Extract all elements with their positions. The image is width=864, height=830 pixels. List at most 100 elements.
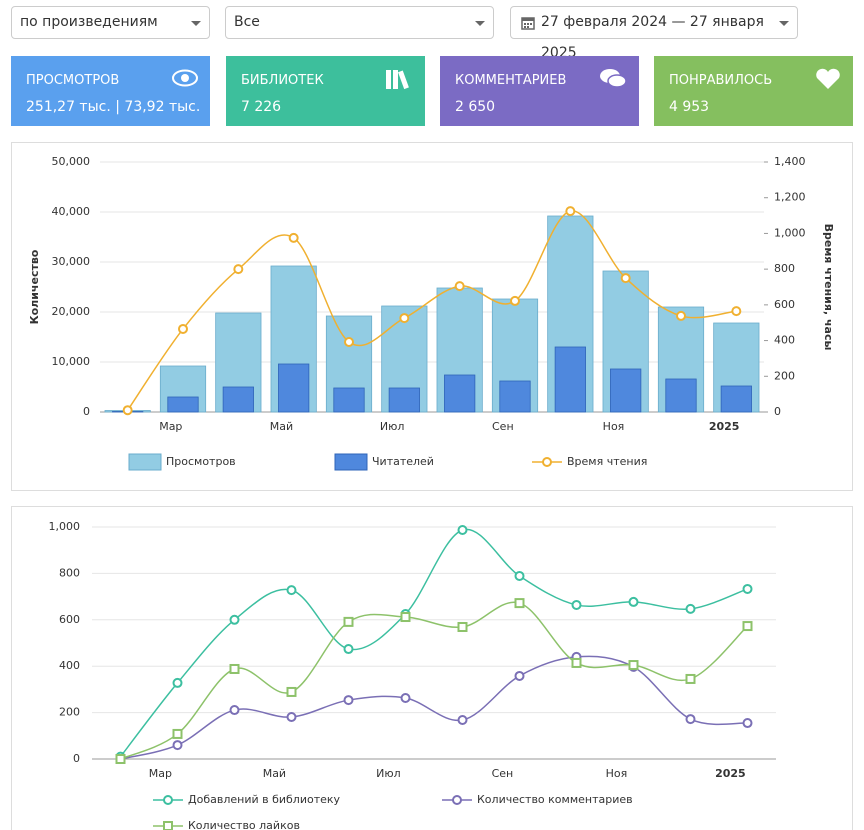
y-tick-label: 10,000 [52, 355, 91, 368]
point [229, 614, 240, 625]
legend-label: Добавлений в библиотеку [188, 793, 341, 806]
books-icon [386, 70, 409, 90]
point [400, 612, 411, 623]
stat-value: 251,27 тыс. | 73,92 тыс. [26, 99, 201, 115]
point [685, 714, 696, 725]
select-value: по произведениям [20, 14, 158, 30]
point [229, 663, 240, 674]
eye-icon [172, 69, 198, 87]
y-tick-label: 200 [59, 706, 80, 719]
point [172, 677, 183, 688]
stat-label: КОММЕНТАРИЕВ [455, 73, 567, 88]
point [514, 670, 525, 681]
scope-select[interactable]: Все [225, 6, 494, 39]
chart-panel [11, 142, 853, 491]
legend-marker [163, 821, 173, 830]
y-tick-label: 50,000 [52, 155, 91, 168]
x-tick-label: Ноя [603, 420, 625, 433]
legend-label: Количество комментариев [477, 793, 633, 806]
point [286, 585, 297, 596]
stat-value: 4 953 [669, 99, 710, 115]
x-tick-label: Июл [376, 767, 401, 780]
y-tick-label: 0 [73, 752, 80, 765]
y2-axis-title: Время чтения, часы [822, 224, 835, 351]
stat-label: БИБЛИОТЕК [241, 73, 324, 88]
select-value: Все [234, 14, 260, 30]
bar [222, 386, 254, 413]
y2-tick-label: 1,000 [774, 226, 806, 239]
legend-swatch [128, 453, 162, 471]
point [514, 570, 525, 581]
point [343, 695, 354, 706]
y-tick-label: 30,000 [52, 255, 91, 268]
point [399, 313, 410, 324]
x-tick-label: Сен [492, 767, 514, 780]
x-tick-label: Май [270, 420, 293, 433]
work-select[interactable]: по произведениям [11, 6, 210, 39]
point [172, 740, 183, 751]
x-tick-label: Мар [159, 420, 182, 433]
x-tick-label: Май [263, 767, 286, 780]
x-tick-label: Сен [492, 420, 514, 433]
y2-tick-label: 200 [774, 369, 795, 382]
point [178, 323, 188, 334]
point [742, 621, 753, 632]
stat-value: 7 226 [241, 99, 282, 115]
x-tick-label: 2025 [715, 767, 746, 780]
point [457, 525, 468, 536]
comments-icon [600, 69, 627, 88]
y2-tick-label: 800 [774, 262, 795, 275]
y2-tick-label: 600 [774, 298, 795, 311]
legend-marker [542, 457, 552, 467]
bar [665, 378, 697, 413]
bar [554, 346, 586, 413]
point [510, 295, 520, 306]
bar [610, 368, 642, 413]
bar [720, 385, 752, 413]
bar [333, 387, 365, 413]
legend-label: Читателей [372, 455, 434, 468]
date-range-picker[interactable]: 27 февраля 2024 — 27 января 2025 [510, 6, 798, 61]
y-axis-title: Количество [28, 249, 41, 324]
legend-swatch [334, 453, 368, 471]
y-tick-label: 0 [83, 405, 90, 418]
y-tick-label: 20,000 [52, 305, 91, 318]
legend-marker [163, 795, 173, 805]
bar [499, 380, 531, 413]
point [233, 264, 244, 275]
point [122, 405, 133, 416]
heart-icon [816, 68, 840, 89]
point [343, 644, 354, 655]
point [514, 598, 525, 609]
bar [444, 374, 476, 413]
y2-tick-label: 400 [774, 334, 795, 347]
y-tick-label: 40,000 [52, 205, 91, 218]
point [628, 596, 639, 607]
point [288, 232, 299, 243]
stat-card: ПРОСМОТРОВ 251,27 тыс. | 73,92 тыс. [11, 56, 210, 126]
y-tick-label: 600 [59, 613, 80, 626]
point [400, 692, 411, 703]
stat-card: БИБЛИОТЕК 7 226 [226, 56, 425, 126]
stat-value: 2 650 [455, 99, 496, 115]
legend-marker [452, 795, 462, 805]
point [457, 715, 468, 726]
y2-tick-label: 1,400 [774, 155, 806, 168]
legend-label: Время чтения [567, 455, 647, 468]
point [628, 660, 639, 671]
calendar-icon [521, 17, 535, 30]
point [454, 281, 465, 292]
point [685, 603, 696, 614]
line [120, 655, 748, 760]
x-tick-label: Мар [149, 767, 172, 780]
stat-card: КОММЕНТАРИЕВ 2 650 [440, 56, 639, 126]
stat-card: ПОНРАВИЛОСЬ 4 953 [654, 56, 853, 126]
point [343, 616, 354, 627]
point [344, 337, 354, 347]
point [457, 621, 468, 632]
point [685, 673, 696, 684]
point [286, 712, 297, 723]
point [115, 754, 126, 764]
point [172, 728, 183, 739]
